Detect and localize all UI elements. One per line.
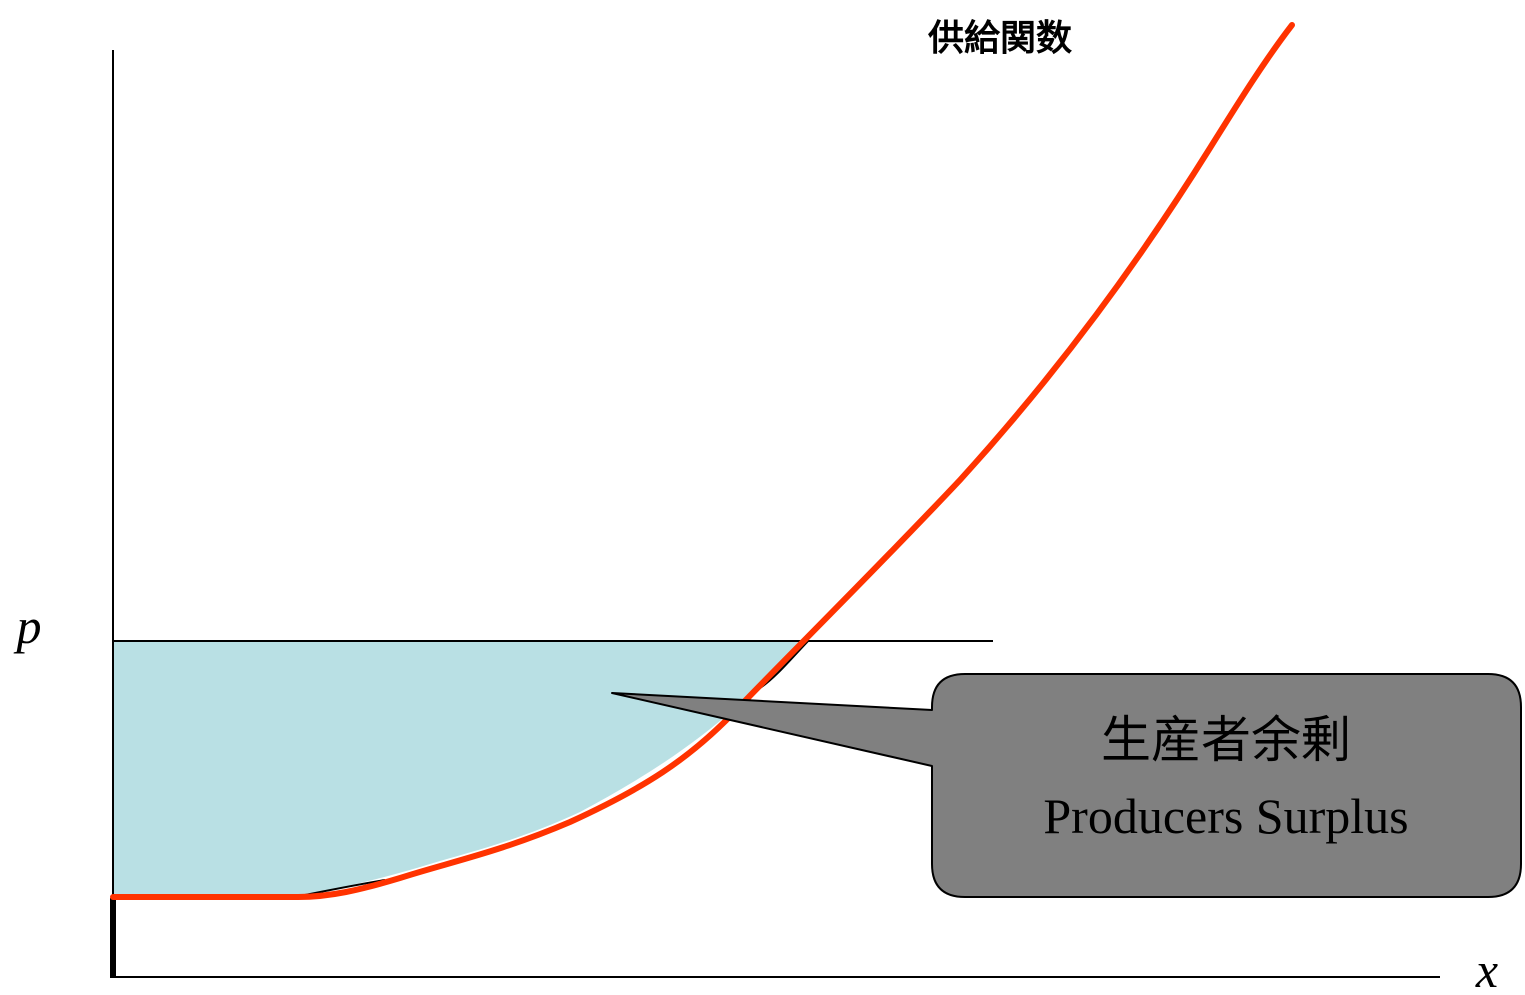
callout-title-en: Producers Surplus (1043, 788, 1408, 844)
supply-curve (110, 22, 1295, 900)
supply-function-label: 供給関数 (928, 18, 1072, 59)
y-axis-label: p (14, 598, 42, 654)
callout-title-jp: 生産者余剰 (1101, 711, 1351, 769)
x-axis-label: x (1475, 942, 1498, 995)
producer-surplus-area (113, 641, 808, 896)
callout-bubble (611, 673, 1522, 898)
